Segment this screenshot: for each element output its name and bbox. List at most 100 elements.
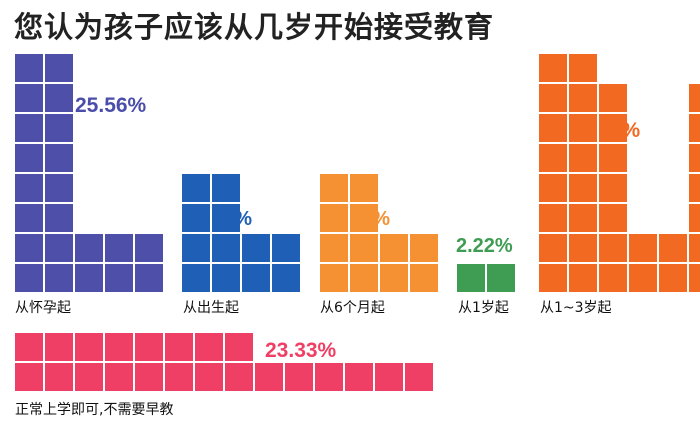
category-label-2: 从出生起 <box>183 300 239 316</box>
bar-tile-3-10 <box>408 262 440 294</box>
bar-tile-1-19 <box>103 232 135 264</box>
bar-tile-6-5 <box>163 331 195 363</box>
bar-tile-1-15 <box>43 52 75 84</box>
bar-tile-5-32 <box>687 112 700 144</box>
bar-tile-5-29 <box>687 202 700 234</box>
bar-tile-2-10 <box>270 262 302 294</box>
bar-3 <box>318 172 440 294</box>
data-label-1: 25.56% <box>75 94 147 117</box>
bar-tile-2-8 <box>240 262 272 294</box>
bar-tile-5-33 <box>687 82 700 114</box>
bar-tile-1-18 <box>103 262 135 294</box>
bar-tile-5-28 <box>687 232 700 264</box>
bar-tile-1-7 <box>13 52 45 84</box>
bar-tile-5-7 <box>537 52 569 84</box>
bar-tile-1-17 <box>73 232 105 264</box>
bar-tile-3-2 <box>318 202 350 234</box>
bar-tile-6-21 <box>403 361 435 393</box>
bar-tile-2-7 <box>210 172 242 204</box>
bar-tile-1-20 <box>133 262 165 294</box>
bar-tile-6-12 <box>133 361 165 393</box>
bar-tile-5-1 <box>537 232 569 264</box>
bar-tile-4-0 <box>455 262 487 294</box>
bar-tile-6-3 <box>103 331 135 363</box>
data-label-2: 10% <box>212 208 252 230</box>
bar-tile-5-3 <box>537 172 569 204</box>
bar-tile-5-26 <box>657 232 689 264</box>
bar-tile-5-5 <box>537 112 569 144</box>
bar-tile-2-4 <box>210 262 242 294</box>
bar-tile-5-17 <box>597 232 629 264</box>
bar-tile-5-24 <box>627 232 659 264</box>
category-label-4: 从1岁起 <box>458 300 509 316</box>
bar-tile-1-5 <box>13 112 45 144</box>
bar-tile-1-12 <box>43 142 75 174</box>
bar-tile-3-11 <box>408 232 440 264</box>
bar-tile-1-0 <box>13 262 45 294</box>
bar-tile-6-9 <box>43 361 75 393</box>
bar-tile-5-15 <box>567 52 599 84</box>
category-label-3: 从6个月起 <box>320 300 385 316</box>
data-label-6: 23.33% <box>265 339 337 362</box>
bar-tile-5-2 <box>537 202 569 234</box>
bar-tile-5-16 <box>597 262 629 294</box>
bar-tile-5-6 <box>537 82 569 114</box>
bar-tile-6-15 <box>223 361 255 393</box>
category-label-6: 正常上学即可,不需要早教 <box>15 402 173 418</box>
bar-tile-3-4 <box>348 262 380 294</box>
bar-tile-6-1 <box>43 331 75 363</box>
bar-tile-6-6 <box>193 331 225 363</box>
bar-tile-5-9 <box>567 232 599 264</box>
bar-tile-1-1 <box>13 232 45 264</box>
bar-tile-2-6 <box>210 202 242 234</box>
bar-6 <box>13 331 435 393</box>
bar-tile-2-5 <box>210 232 242 264</box>
bar-1 <box>13 52 165 294</box>
bar-tile-1-2 <box>13 202 45 234</box>
bar-tile-5-27 <box>687 262 700 294</box>
bar-tile-1-8 <box>43 262 75 294</box>
bar-tile-6-8 <box>13 361 45 393</box>
bar-tile-1-4 <box>13 142 45 174</box>
bar-tile-1-10 <box>43 202 75 234</box>
bar-tile-6-17 <box>283 361 315 393</box>
chart-title: 您认为孩子应该从几岁开始接受教育 <box>14 10 495 44</box>
bar-tile-2-1 <box>180 232 212 264</box>
bar-tile-5-22 <box>597 82 629 114</box>
bar-tile-6-0 <box>13 331 45 363</box>
bar-tile-5-19 <box>597 172 629 204</box>
bar-tile-5-11 <box>567 172 599 204</box>
bar-tile-6-18 <box>313 361 345 393</box>
bar-tile-3-1 <box>318 232 350 264</box>
chart-marks: 25.56% 从怀孕起 10% 从出生起 10% 从6个月起 2.22% 从1岁起 28.89%… <box>13 52 700 418</box>
bar-tile-5-4 <box>537 142 569 174</box>
bar-tile-1-21 <box>133 232 165 264</box>
category-label-1: 从怀孕起 <box>15 300 71 316</box>
bar-tile-5-21 <box>597 112 629 144</box>
bar-tile-6-10 <box>73 361 105 393</box>
bar-tile-6-14 <box>193 361 225 393</box>
bar-tile-2-2 <box>180 202 212 234</box>
bar-tile-5-23 <box>627 262 659 294</box>
data-label-5: 28.89% <box>569 119 641 142</box>
bar-tile-5-8 <box>567 262 599 294</box>
bar-tile-5-13 <box>567 112 599 144</box>
bar-tile-5-18 <box>597 202 629 234</box>
bar-2 <box>180 172 302 294</box>
bar-tile-2-0 <box>180 262 212 294</box>
bar-tile-1-6 <box>13 82 45 114</box>
bar-tile-2-9 <box>240 232 272 264</box>
bar-tile-5-14 <box>567 82 599 114</box>
bar-tile-5-30 <box>687 172 700 204</box>
bar-tile-6-7 <box>223 331 255 363</box>
bar-tile-6-16 <box>253 361 285 393</box>
data-label-3: 10% <box>350 208 390 230</box>
bar-tile-6-20 <box>373 361 405 393</box>
bar-tile-3-8 <box>378 262 410 294</box>
data-label-4: 2.22% <box>456 235 513 257</box>
bar-tile-5-0 <box>537 262 569 294</box>
bar-tile-5-10 <box>567 202 599 234</box>
bar-tile-5-20 <box>597 142 629 174</box>
bar-tile-3-7 <box>348 172 380 204</box>
bar-tile-6-4 <box>133 331 165 363</box>
